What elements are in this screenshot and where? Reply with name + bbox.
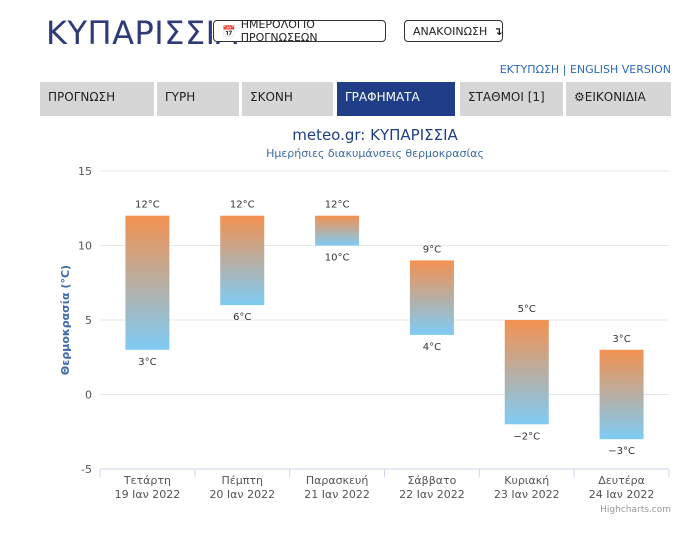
y-tick-label: -5 — [81, 463, 92, 476]
y-tick-label: 5 — [85, 314, 92, 327]
low-temp-label: 10°C — [325, 253, 350, 264]
tab-forecast-label: ΠΡΟΓΝΩΣΗ — [48, 90, 116, 104]
tab-charts-label: ΓΡΑΦΗΜΑΤΑ — [345, 90, 420, 104]
announcement-button[interactable]: ΑΝΑΚΟΙΝΩΣΗ ↴ — [404, 20, 503, 42]
x-tick-label-date: 19 Ιαν 2022 — [115, 488, 181, 501]
x-tick-label-day: Σάββατο — [407, 474, 456, 487]
temperature-range-bar — [125, 215, 170, 350]
calendar-icon: 📅 — [222, 24, 236, 38]
forecast-calendar-button[interactable]: 📅 ΗΜΕΡΟΛΟΓΙΟ ΠΡΟΓΝΩΣΕΩΝ — [213, 18, 386, 44]
chart-title: meteo.gr: ΚΥΠΑΡΙΣΣΙΑ — [292, 126, 458, 144]
chart-subtitle: Ημερήσιες διακυμάνσεις θερμοκρασίας — [266, 147, 484, 160]
low-temp-label: 6°C — [233, 312, 251, 323]
low-temp-label: 3°C — [138, 357, 156, 368]
top-links: ΕΚΤΥΠΩΣΗ | ENGLISH VERSION — [500, 63, 671, 76]
link-separator: | — [562, 63, 567, 76]
temperature-range-bar — [315, 215, 360, 246]
bar-layer — [125, 215, 644, 440]
tab-widgets[interactable]: ⚙ΕΙΚΟΝΙΔΙΑ — [566, 82, 671, 116]
temperature-chart: meteo.gr: ΚΥΠΑΡΙΣΣΙΑ Ημερήσιες διακυμάνσ… — [59, 126, 670, 501]
x-tick-label-date: 24 Ιαν 2022 — [589, 488, 655, 501]
x-tick-label-day: Τετάρτη — [123, 474, 171, 487]
tab-charts[interactable]: ΓΡΑΦΗΜΑΤΑ — [337, 82, 455, 116]
page-title: ΚΥΠΑΡΙΣΣΙΑ — [46, 14, 238, 52]
announcement-label: ΑΝΑΚΟΙΝΩΣΗ — [413, 24, 488, 38]
grid-layer — [100, 170, 669, 470]
forecast-calendar-label: ΗΜΕΡΟΛΟΓΙΟ ΠΡΟΓΝΩΣΕΩΝ — [240, 18, 318, 44]
arrow-down-icon: ↴ — [493, 24, 503, 38]
x-tick-label-date: 20 Ιαν 2022 — [209, 488, 275, 501]
x-tick-label-day: Πέμπτη — [222, 474, 263, 487]
tab-pollen-label: ΓΥΡΗ — [165, 90, 196, 104]
temperature-range-bar — [504, 320, 549, 425]
x-tick-label-day: Παρασκευή — [306, 474, 369, 487]
temperature-range-bar — [220, 215, 265, 306]
high-temp-label: 12°C — [135, 200, 160, 211]
high-temp-label: 9°C — [423, 244, 441, 255]
print-link[interactable]: ΕΚΤΥΠΩΣΗ — [499, 63, 560, 76]
high-temp-label: 3°C — [612, 334, 630, 345]
x-tick-label-date: 22 Ιαν 2022 — [399, 488, 465, 501]
x-tick-label-day: Κυριακή — [504, 474, 549, 487]
tab-forecast[interactable]: ΠΡΟΓΝΩΣΗ — [40, 82, 154, 116]
x-tick-label-day: Δευτέρα — [598, 474, 645, 487]
high-temp-label: 12°C — [325, 200, 350, 211]
tab-dust[interactable]: ΣΚΟΝΗ — [242, 82, 333, 116]
y-axis-title: Θερμοκρασία (°C) — [59, 265, 72, 375]
x-tick-label-date: 21 Ιαν 2022 — [304, 488, 370, 501]
tab-dust-label: ΣΚΟΝΗ — [250, 90, 293, 104]
tab-widgets-label: ΕΙΚΟΝΙΔΙΑ — [584, 90, 646, 104]
temperature-range-bar — [599, 349, 644, 440]
y-tick-label: 0 — [85, 389, 92, 402]
gear-icon: ⚙ — [574, 90, 585, 104]
tab-stations[interactable]: ΣΤΑΘΜΟΙ [1] — [460, 82, 563, 116]
low-temp-label: −3°C — [608, 446, 635, 457]
tab-pollen[interactable]: ΓΥΡΗ — [157, 82, 239, 116]
english-version-link[interactable]: ENGLISH VERSION — [569, 63, 671, 76]
low-temp-label: 4°C — [423, 342, 441, 353]
temperature-range-bar — [409, 260, 454, 335]
low-temp-label: −2°C — [513, 431, 540, 442]
tab-stations-label: ΣΤΑΘΜΟΙ [1] — [468, 90, 545, 104]
y-tick-label: 15 — [78, 165, 92, 178]
y-tick-label: 10 — [78, 240, 92, 253]
x-tick-label-date: 23 Ιαν 2022 — [494, 488, 560, 501]
highcharts-credits[interactable]: Highcharts.com — [600, 505, 671, 515]
high-temp-label: 5°C — [518, 304, 536, 315]
label-layer: 12°C 3°C 12°C 6°C 12°C 10°C 9°C 4°C 5°C −2°C 3°C −3… — [135, 200, 635, 458]
high-temp-label: 12°C — [230, 200, 255, 211]
